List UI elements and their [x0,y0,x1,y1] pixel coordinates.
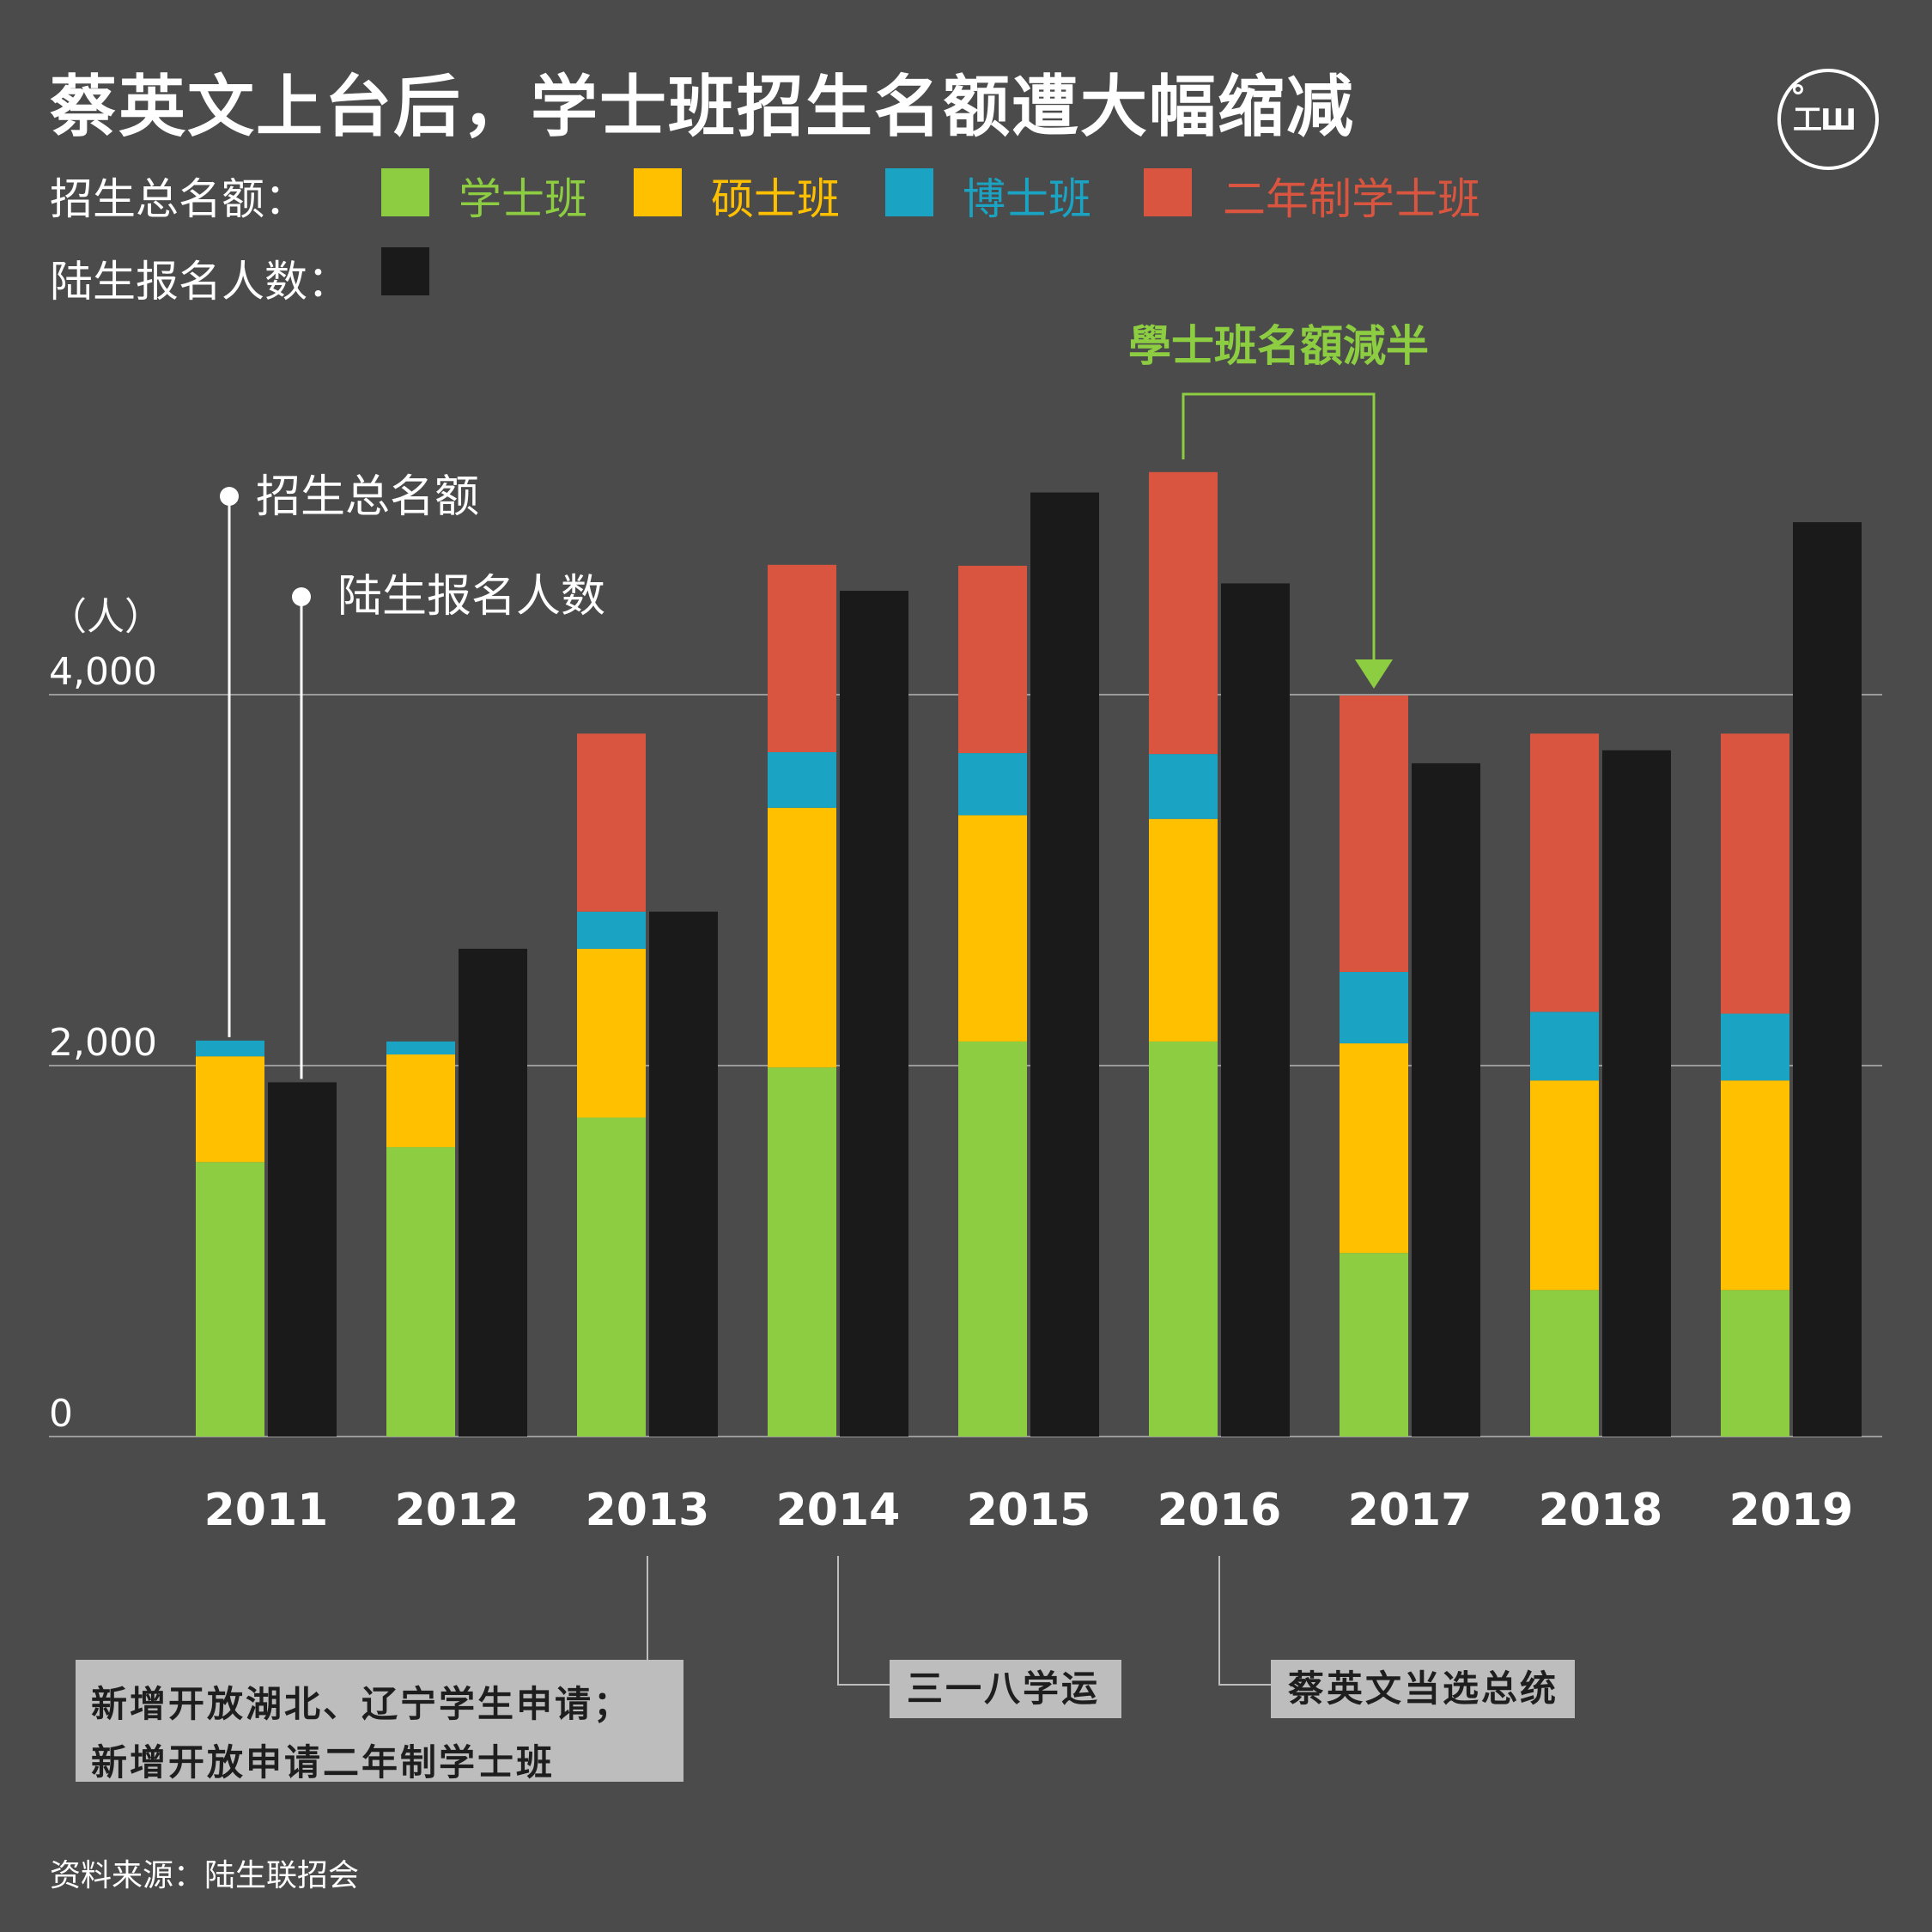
bar-segment-phd [577,911,646,949]
bar-segment-master [1340,1043,1408,1254]
y-tick-label: 0 [49,1392,73,1436]
bar-segment-master [768,807,836,1068]
bar-segment-phd [1340,971,1408,1044]
note-leader-2014 [837,1556,890,1686]
annotation-half-cut: 學士班名額減半 [1128,321,1429,371]
legend-swatch-phd [885,168,933,216]
bar-segment-phd [196,1040,264,1057]
bar-segment-master [1149,818,1218,1042]
bar-segment-bachelor [1721,1290,1789,1437]
x-tick-label: 2015 [967,1485,1091,1536]
x-tick-label: 2019 [1729,1485,1854,1536]
logo-dot-icon [1793,84,1803,94]
bar-segment-master [196,1056,264,1163]
legend-applicants-label: 陆生报名人数： [50,257,350,307]
bar-segment-two-year [958,565,1027,754]
bar-segment-bachelor [1340,1253,1408,1437]
event-note-2014: 三一八学运 [890,1660,1121,1718]
bar-segment-bachelor [196,1162,264,1437]
annotation-total-quota: 招生总名额 [256,471,479,523]
bar-segment-master [577,948,646,1118]
bar-segment-phd [386,1041,455,1055]
annotation-applicants: 陆生报名人数 [337,571,605,623]
legend-swatch-two-year [1144,168,1192,216]
legend-item-two-year: 二年制学士班 [1223,174,1480,224]
bar-segment-two-year [1340,696,1408,972]
legend-swatch-master [634,168,682,216]
bar-segment-two-year [577,733,646,912]
bar-segment-bachelor [958,1041,1027,1437]
legend-item-master: 硕士班 [711,174,840,224]
note-leader-2016 [1218,1556,1271,1686]
bar-applicants [840,591,908,1437]
bar-segment-two-year [768,564,836,752]
bar-applicants [1030,492,1099,1437]
bar-segment-master [386,1054,455,1148]
bar-segment-two-year [1530,733,1599,1012]
legend-item-phd: 博士班 [963,174,1091,224]
x-tick-label: 2011 [204,1485,329,1536]
bracket-arrow-line [1182,392,1376,661]
legend-swatch-applicants [381,247,429,295]
bar-segment-phd [958,753,1027,816]
bar-applicants [1221,583,1290,1437]
bar-segment-phd [1149,754,1218,819]
bar-segment-bachelor [1530,1290,1599,1437]
x-tick-label: 2014 [776,1485,901,1536]
y-tick-label: 2,000 [49,1021,157,1065]
publisher-logo: 工Ш [1777,69,1879,170]
bar-segment-bachelor [768,1067,836,1437]
event-note-line: 三一八学运 [907,1668,1101,1710]
bar-applicants [1602,750,1671,1437]
bar-applicants [459,948,527,1437]
bar-segment-master [1721,1080,1789,1291]
event-note-2013: 新增开放湖北、辽宁学生申请； 新增开放申请二年制学士班 [76,1660,683,1783]
bar-segment-phd [1530,1012,1599,1081]
leader-dot-quota [220,487,239,506]
y-axis-unit: （人） [49,595,162,639]
arrow-head-icon [1355,659,1393,689]
legend-quota-label: 招生总名额： [50,174,307,224]
bar-applicants [268,1082,337,1437]
leader-dot-applicants [292,587,311,606]
legend-item-bachelor: 学士班 [459,174,587,224]
y-tick-label: 4,000 [49,650,157,694]
x-tick-label: 2018 [1539,1485,1663,1536]
event-note-line: 新增开放湖北、辽宁学生申请； [91,1683,633,1725]
bar-segment-master [958,815,1027,1042]
chart-title: 蔡英文上台后，学士班招生名额遭大幅缩减 [50,69,1356,146]
source-note: 资料来源：陆生联招会 [50,1858,360,1893]
x-tick-label: 2016 [1157,1485,1282,1536]
x-tick-label: 2013 [586,1485,710,1536]
event-note-line: 蔡英文当选总统 [1288,1668,1559,1710]
x-tick-label: 2017 [1348,1485,1473,1536]
bar-applicants [649,911,718,1437]
event-note-2016: 蔡英文当选总统 [1271,1660,1575,1718]
event-note-line: 新增开放申请二年制学士班 [91,1741,556,1783]
bar-applicants [1412,762,1480,1437]
bar-segment-bachelor [386,1147,455,1437]
x-tick-label: 2012 [395,1485,519,1536]
logo-mark: 工Ш [1793,103,1856,137]
bar-segment-master [1530,1080,1599,1291]
bar-segment-bachelor [1149,1041,1218,1437]
bar-segment-two-year [1149,471,1218,755]
bar-segment-bachelor [577,1117,646,1437]
bar-applicants [1793,522,1862,1437]
legend-swatch-bachelor [381,168,429,216]
bar-segment-two-year [1721,733,1789,1014]
bar-segment-phd [768,751,836,808]
bar-segment-phd [1721,1013,1789,1081]
